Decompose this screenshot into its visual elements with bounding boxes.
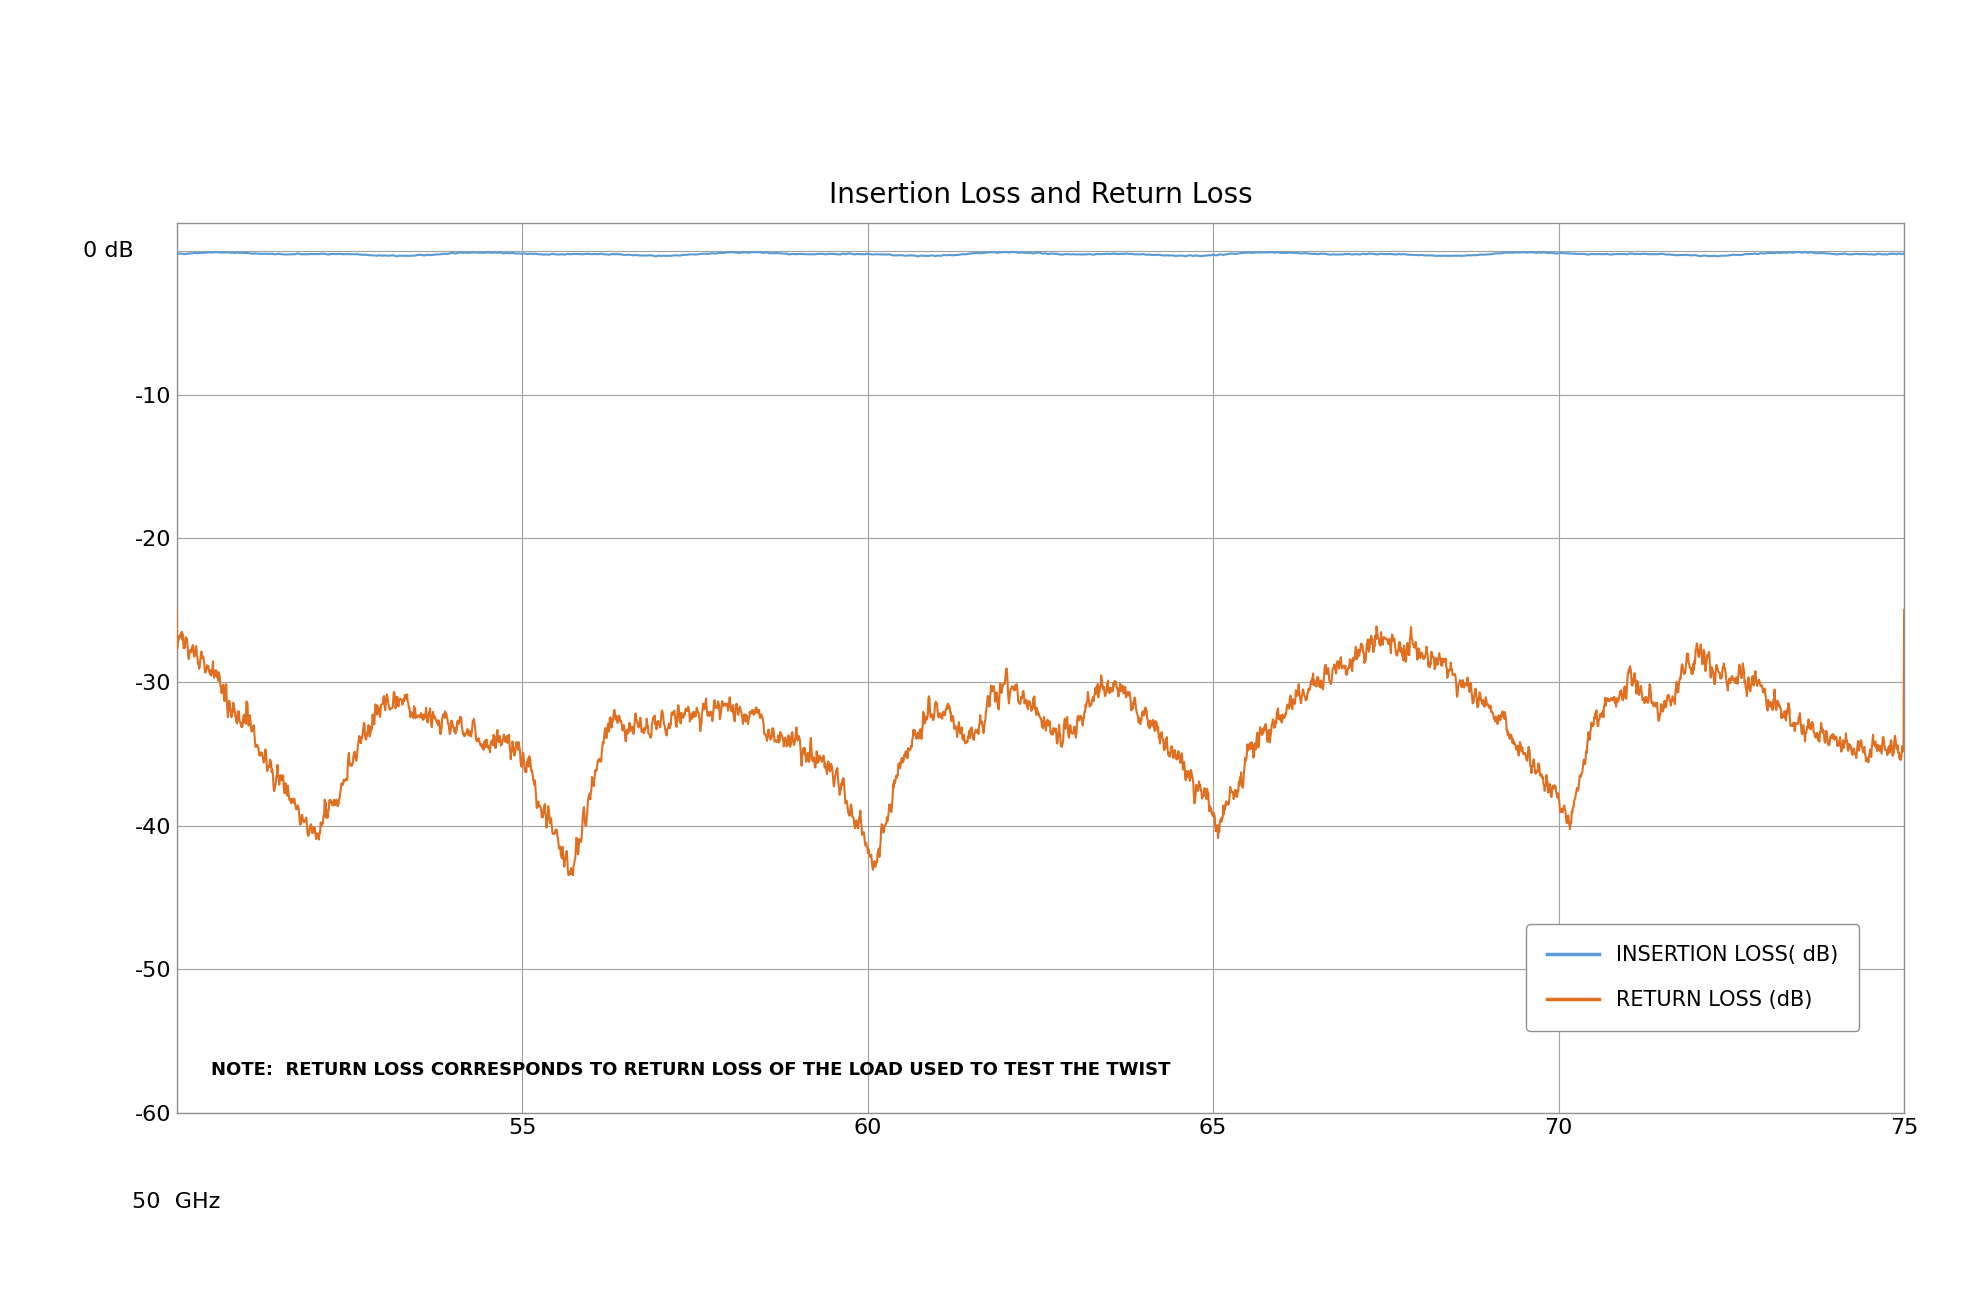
- Legend: INSERTION LOSS( dB), RETURN LOSS (dB): INSERTION LOSS( dB), RETURN LOSS (dB): [1527, 924, 1859, 1031]
- Text: 0 dB: 0 dB: [82, 241, 133, 262]
- Title: Insertion Loss and Return Loss: Insertion Loss and Return Loss: [828, 181, 1252, 209]
- Text: 50  GHz: 50 GHz: [132, 1191, 222, 1212]
- Text: NOTE:  RETURN LOSS CORRESPONDS TO RETURN LOSS OF THE LOAD USED TO TEST THE TWIST: NOTE: RETURN LOSS CORRESPONDS TO RETURN …: [212, 1060, 1170, 1079]
